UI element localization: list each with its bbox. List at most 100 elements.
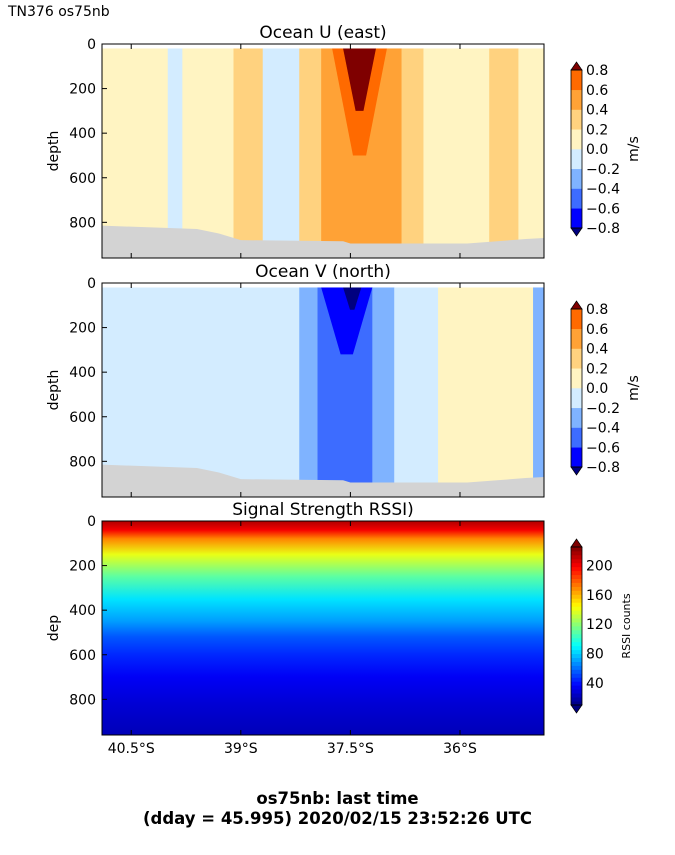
colorbar-segment [571, 645, 582, 651]
colorbar-segment [571, 309, 582, 330]
plot-frame [101, 520, 545, 736]
plot-area [102, 44, 544, 258]
y-tick-label: 800 [69, 215, 96, 231]
colorbar-frame [570, 69, 583, 229]
colorbar-segment [571, 614, 582, 619]
velocity-band [299, 48, 322, 258]
colorbar-tick-label: 0.4 [586, 103, 608, 119]
colorbar-segment [571, 129, 582, 150]
colorbar-segment [571, 693, 582, 698]
colorbar-segment [571, 657, 582, 662]
bottom-mask [102, 464, 544, 497]
y-tick-label: 200 [69, 82, 96, 98]
velocity-band [102, 48, 118, 258]
colorbar-segment [571, 407, 582, 428]
y-axis-label: depth [46, 370, 62, 411]
colorbar-label: RSSI counts [620, 593, 633, 658]
y-tick-label: 400 [69, 126, 96, 142]
colorbar-tick-label: 160 [586, 588, 613, 604]
colorbar-segment [571, 562, 582, 568]
y-axis-label: depth [46, 131, 62, 172]
colorbar-segment [571, 626, 582, 631]
y-tick-label: 0 [87, 37, 96, 53]
colorbar-segment [571, 697, 582, 702]
x-tick-label: 37.5°S [327, 741, 374, 757]
colorbar-segment [571, 427, 582, 448]
velocity-band [438, 287, 534, 497]
colorbar-segment [571, 602, 582, 607]
panel-3: 0 200 400 600 800 dep 40.5°S 39°S 37.5°S 36°S Sign… [46, 500, 633, 757]
velocity-band [102, 287, 300, 497]
colorbar-extend-bottom [570, 227, 583, 237]
colorbar: 0.8 0.6 0.4 0.2 0.0 −0.2 −0.4 −0.6 −0.8 m/s [570, 300, 642, 476]
colorbar-segment [571, 701, 582, 706]
colorbar-segment [571, 570, 582, 576]
colorbar-tick-label: 0.6 [586, 322, 608, 338]
colorbar-segment [571, 669, 582, 674]
velocity-band [423, 48, 490, 258]
colorbar-tick-label: 40 [586, 676, 604, 692]
y-tick-label: 800 [69, 692, 96, 708]
colorbar-tick-label: −0.4 [586, 182, 620, 198]
colorbar-segment [571, 149, 582, 170]
colorbar-label: m/s [626, 375, 642, 401]
colorbar-tick-label: 0.2 [586, 361, 608, 377]
y-axis-label: dep [46, 615, 62, 642]
colorbar-extend-bottom [570, 704, 583, 714]
colorbar-tick-label: 0.8 [586, 302, 608, 318]
jet-core [343, 287, 362, 310]
colorbar-segment [571, 590, 582, 595]
velocity-band [233, 48, 264, 258]
rssi-field [102, 521, 544, 735]
colorbar-tick-label: 120 [586, 617, 613, 633]
colorbar-tick-label: −0.4 [586, 421, 620, 437]
x-tick-label: 39°S [224, 741, 258, 757]
colorbar-frame [570, 308, 583, 468]
plot-area [102, 283, 544, 497]
colorbar-segment [571, 653, 582, 658]
colorbar-tick-label: 0.6 [586, 83, 608, 99]
colorbar-segment [571, 550, 582, 556]
colorbar-tick-label: 80 [586, 647, 604, 663]
colorbar-segment [571, 610, 582, 615]
colorbar-segment [571, 598, 582, 603]
colorbar-segment [571, 665, 582, 670]
panel-title: Ocean V (north) [255, 262, 391, 282]
footer-subtitle: (dday = 45.995) 2020/02/15 23:52:26 UTC [142, 809, 533, 828]
colorbar-segment [571, 606, 582, 611]
colorbar-segment [571, 578, 582, 583]
colorbar-segment [571, 447, 582, 468]
colorbar-segment [571, 677, 582, 682]
velocity-band [182, 48, 235, 258]
colorbar-tick-label: −0.8 [586, 221, 620, 237]
colorbar-segment [571, 649, 582, 655]
colorbar-tick-label: −0.2 [586, 162, 620, 178]
y-tick-label: 600 [69, 410, 96, 426]
colorbar-segment [571, 618, 582, 623]
colorbar-segment [571, 188, 582, 209]
y-tick-label: 600 [69, 648, 96, 664]
y-tick-label: 400 [69, 365, 96, 381]
colorbar-extend-top [570, 300, 583, 310]
colorbar-segment [571, 554, 582, 560]
plot-frame [101, 43, 545, 259]
colorbar-segment [571, 208, 582, 229]
y-tick-label: 200 [69, 321, 96, 337]
velocity-band [372, 287, 395, 497]
velocity-band [489, 48, 519, 258]
colorbar-segment [571, 661, 582, 666]
colorbar-tick-label: −0.8 [586, 460, 620, 476]
colorbar-segment [571, 582, 582, 587]
colorbar-segment [571, 574, 582, 579]
colorbar-tick-label: 0.8 [586, 63, 608, 79]
colorbar-segment [571, 681, 582, 686]
jet-core [343, 48, 376, 111]
x-tick-label: 40.5°S [108, 741, 155, 757]
colorbar-segment [571, 70, 582, 91]
colorbar-segment [571, 586, 582, 591]
velocity-band [518, 48, 544, 258]
colorbar-segment [571, 633, 582, 639]
cruise-label: TN376 os75nb [8, 4, 110, 20]
colorbar-tick-label: 0.4 [586, 342, 608, 358]
